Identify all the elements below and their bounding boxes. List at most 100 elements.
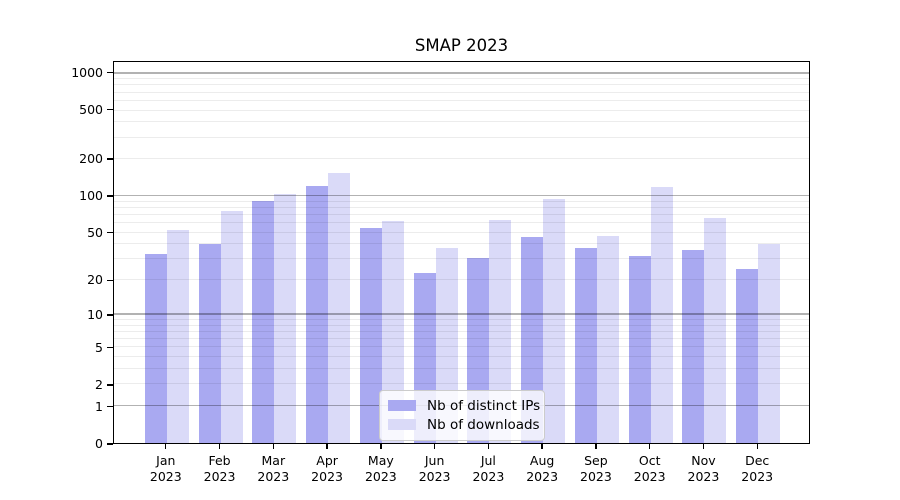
- bar-distinct-ips-jan: [144, 254, 167, 443]
- y-tick-label-0: 0: [95, 436, 103, 451]
- gridline-minor-500: [114, 109, 809, 111]
- bar-downloads-jan: [166, 229, 189, 443]
- y-tick-0: [107, 443, 113, 445]
- gridline-minor-800: [114, 84, 809, 86]
- legend-row-distinct-ips: Nb of distinct IPs: [388, 396, 540, 415]
- gridline-minor-6: [114, 337, 809, 339]
- x-tick-label-oct: Oct 2023: [633, 453, 666, 484]
- bar-downloads-may: [381, 221, 404, 443]
- gridline-minor-5: [114, 346, 809, 348]
- x-tick-label-jul: Jul 2023: [472, 453, 505, 484]
- legend-label-downloads: Nb of downloads: [427, 416, 540, 433]
- y-tick-label-100: 100: [79, 187, 103, 203]
- gridline-minor-40: [114, 243, 809, 245]
- bar-distinct-ips-dec: [736, 268, 759, 443]
- gridline-major-100: [114, 194, 809, 197]
- gridline-major-10: [114, 313, 809, 315]
- gridline-minor-200: [114, 158, 809, 160]
- y-tick-label-5: 5: [95, 339, 103, 355]
- legend-swatch-downloads: [388, 419, 416, 430]
- y-tick-label-1000: 1000: [71, 64, 103, 80]
- x-tick-aug: [541, 444, 543, 449]
- y-tick-1: [107, 406, 113, 408]
- x-tick-label-jun: Jun 2023: [418, 453, 451, 484]
- x-tick-jun: [433, 444, 436, 449]
- x-tick-label-jan: Jan 2023: [149, 453, 182, 484]
- y-tick-20: [107, 279, 113, 281]
- gridline-minor-8: [114, 324, 809, 326]
- gridline-minor-80: [114, 206, 809, 208]
- bar-downloads-nov: [704, 218, 727, 443]
- y-tick-label-200: 200: [79, 150, 103, 166]
- y-tick-5: [107, 346, 113, 349]
- y-tick-1000: [107, 71, 113, 74]
- bar-downloads-mar: [274, 194, 297, 443]
- plot-area: [113, 61, 810, 444]
- x-tick-label-feb: Feb 2023: [203, 453, 236, 484]
- legend: Nb of distinct IPs Nb of downloads: [379, 390, 545, 441]
- bar-downloads-sep: [596, 235, 619, 443]
- x-tick-jan: [165, 444, 167, 449]
- x-tick-label-dec: Dec 2023: [741, 453, 774, 484]
- gridline-minor-400: [114, 121, 809, 123]
- gridline-minor-700: [114, 91, 809, 93]
- gridline-minor-60: [114, 222, 809, 224]
- legend-label-distinct-ips: Nb of distinct IPs: [427, 397, 541, 414]
- x-tick-feb: [218, 444, 221, 449]
- bar-distinct-ips-oct: [628, 256, 651, 443]
- x-tick-nov: [702, 444, 705, 449]
- x-tick-jul: [487, 444, 490, 449]
- x-tick-label-apr: Apr 2023: [311, 453, 343, 484]
- gridline-minor-2: [114, 383, 809, 385]
- legend-row-downloads: Nb of downloads: [388, 415, 540, 434]
- gridline-minor-600: [114, 99, 809, 101]
- bar-distinct-ips-apr: [306, 185, 329, 443]
- x-tick-label-mar: Mar 2023: [257, 453, 290, 484]
- gridline-minor-3: [114, 367, 809, 369]
- bar-downloads-oct: [650, 187, 673, 443]
- y-tick-label-1: 1: [95, 398, 103, 414]
- y-tick-label-2: 2: [95, 376, 103, 392]
- y-tick-200: [107, 158, 113, 160]
- y-tick-50: [107, 231, 113, 234]
- y-tick-100: [107, 195, 113, 197]
- x-tick-mar: [272, 444, 274, 449]
- y-tick-10: [107, 314, 113, 316]
- bar-downloads-jul: [489, 219, 512, 443]
- x-tick-sep: [595, 444, 597, 449]
- gridline-minor-30: [114, 258, 809, 260]
- y-tick-label-500: 500: [79, 101, 103, 117]
- gridline-minor-300: [114, 136, 809, 138]
- y-tick-label-10: 10: [87, 307, 103, 323]
- gridline-minor-50: [114, 231, 809, 233]
- x-tick-may: [380, 444, 382, 449]
- x-tick-dec: [756, 444, 758, 449]
- chart-title: SMAP 2023: [414, 36, 509, 55]
- bar-distinct-ips-nov: [682, 249, 705, 443]
- x-tick-label-nov: Nov 2023: [687, 453, 720, 484]
- gridline-major-1000: [114, 72, 809, 74]
- x-tick-label-may: May 2023: [364, 453, 397, 484]
- bar-downloads-feb: [220, 211, 243, 443]
- bar-distinct-ips-feb: [198, 244, 221, 443]
- bar-downloads-dec: [758, 244, 781, 443]
- bar-distinct-ips-sep: [574, 248, 597, 443]
- bar-distinct-ips-mar: [252, 201, 275, 443]
- gridline-minor-7: [114, 330, 809, 332]
- y-tick-label-50: 50: [87, 224, 103, 240]
- bar-downloads-aug: [543, 198, 566, 443]
- gridline-minor-70: [114, 214, 809, 216]
- gridline-minor-20: [114, 279, 809, 281]
- x-tick-oct: [648, 444, 651, 449]
- gridline-minor-4: [114, 355, 809, 357]
- gridline-minor-90: [114, 200, 809, 202]
- bar-downloads-apr: [328, 172, 351, 443]
- bar-distinct-ips-may: [359, 227, 382, 443]
- y-tick-500: [107, 109, 113, 111]
- x-tick-label-aug: Aug 2023: [526, 453, 559, 484]
- gridline-minor-900: [114, 78, 809, 80]
- x-tick-label-sep: Sep 2023: [580, 453, 612, 484]
- gridline-minor-9: [114, 318, 809, 320]
- x-tick-apr: [326, 444, 328, 449]
